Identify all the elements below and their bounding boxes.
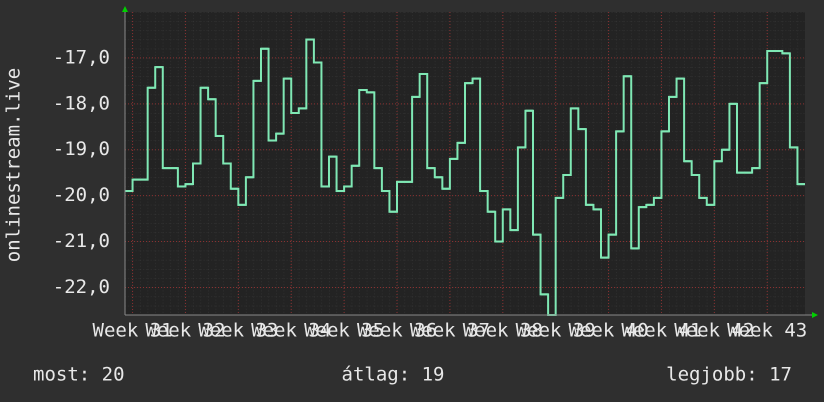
x-tick-label: Week 35 bbox=[304, 320, 384, 342]
y-tick-label: -22,0 bbox=[53, 276, 110, 298]
x-tick-label: Week 40 bbox=[569, 320, 649, 342]
x-tick-label: Week 36 bbox=[357, 320, 437, 342]
y-tick-label: -18,0 bbox=[53, 92, 110, 114]
y-tick-label: -19,0 bbox=[53, 138, 110, 160]
x-tick-label: Week 42 bbox=[674, 320, 754, 342]
x-tick-label: Week 33 bbox=[198, 320, 278, 342]
x-tick-label: Week 32 bbox=[145, 320, 225, 342]
x-tick-label: Week 37 bbox=[410, 320, 490, 342]
y-tick-label: -21,0 bbox=[53, 230, 110, 252]
x-tick-label: Week 39 bbox=[516, 320, 596, 342]
x-tick-label: Week 43 bbox=[727, 320, 807, 342]
stat-best: legjobb: 17 bbox=[666, 364, 792, 386]
x-tick-label: Week 34 bbox=[251, 320, 331, 342]
y-tick-label: -20,0 bbox=[53, 184, 110, 206]
x-tick-label: Week 41 bbox=[621, 320, 701, 342]
y-axis-arrow bbox=[122, 6, 128, 12]
y-tick-label: -17,0 bbox=[53, 46, 110, 68]
y-axis-label: onlinestream.live bbox=[3, 68, 25, 262]
stat-current: most: 20 bbox=[33, 364, 125, 386]
x-tick-label: Week 38 bbox=[463, 320, 543, 342]
stat-average: átlag: 19 bbox=[342, 364, 445, 386]
x-axis-arrow bbox=[812, 312, 818, 318]
x-tick-label: Week 31 bbox=[93, 320, 173, 342]
